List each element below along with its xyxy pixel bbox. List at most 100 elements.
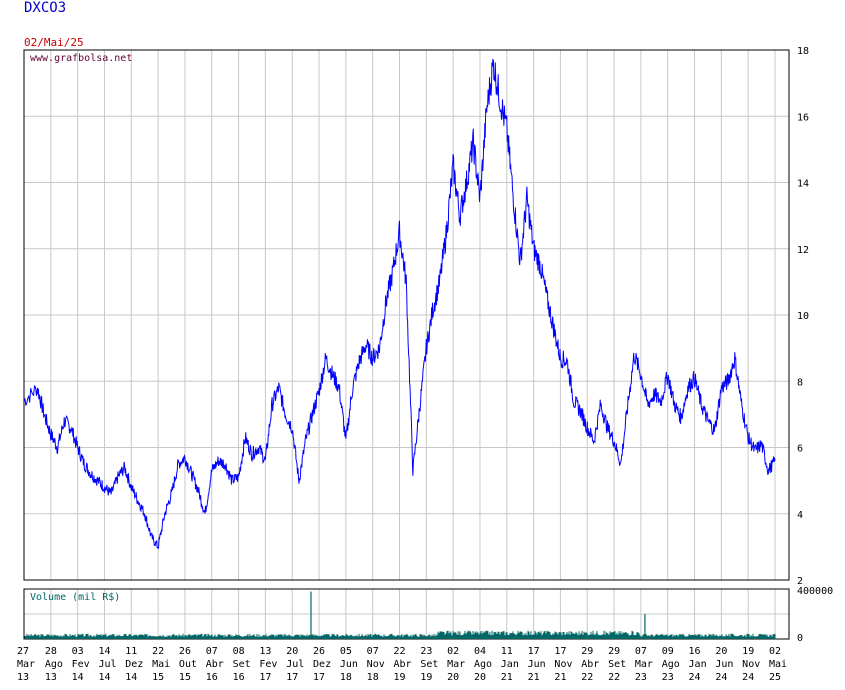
x-tick-label-day: 28 xyxy=(45,646,57,657)
x-tick-label-month: Jul xyxy=(286,659,304,670)
y-tick-label: 14 xyxy=(797,179,809,190)
y-tick-label: 4 xyxy=(797,510,803,521)
x-tick-label-year: 14 xyxy=(125,672,137,683)
x-tick-label-day: 05 xyxy=(340,646,352,657)
x-tick-label-year: 23 xyxy=(635,672,647,683)
x-tick-label-day: 07 xyxy=(635,646,647,657)
watermark: www.grafbolsa.net xyxy=(30,53,132,64)
x-tick-label-year: 24 xyxy=(715,672,727,683)
price-series-line xyxy=(23,58,776,550)
x-tick-label-year: 17 xyxy=(286,672,298,683)
x-tick-label-year: 22 xyxy=(608,672,620,683)
x-tick-label-month: Jan xyxy=(501,659,519,670)
x-tick-label-month: Set xyxy=(608,659,626,670)
x-tick-label-year: 24 xyxy=(742,672,754,683)
x-tick-label-month: Nov xyxy=(367,659,385,670)
x-tick-label-year: 20 xyxy=(447,672,459,683)
x-axis-ticks: 27 Mar 13 28 Ago 13 03 Fev 14 14 Jul 14 11 Dez 14 22 Mai… xyxy=(17,646,787,683)
x-tick-label-year: 24 xyxy=(689,672,701,683)
x-tick-label-day: 22 xyxy=(394,646,406,657)
x-tick-label-year: 21 xyxy=(528,672,540,683)
x-tick-label-month: Jun xyxy=(528,659,546,670)
x-tick-label-year: 21 xyxy=(554,672,566,683)
x-tick-label-month: Jul xyxy=(98,659,116,670)
x-tick-label-year: 16 xyxy=(233,672,245,683)
x-tick-label-day: 07 xyxy=(206,646,218,657)
x-tick-label-day: 03 xyxy=(72,646,84,657)
x-tick-label-month: Mar xyxy=(447,659,465,670)
x-tick-label-month: Nov xyxy=(554,659,572,670)
volume-axis-tick: 0 xyxy=(797,633,803,644)
x-tick-label-year: 15 xyxy=(152,672,164,683)
x-tick-label-year: 15 xyxy=(179,672,191,683)
x-tick-label-day: 20 xyxy=(286,646,298,657)
x-tick-label-month: Fev xyxy=(259,659,277,670)
x-tick-label-day: 02 xyxy=(447,646,459,657)
x-tick-label-month: Jun xyxy=(340,659,358,670)
x-tick-label-year: 16 xyxy=(206,672,218,683)
x-tick-label-year: 13 xyxy=(17,672,29,683)
x-tick-label-year: 18 xyxy=(367,672,379,683)
volume-label: Volume (mil R$) xyxy=(30,592,120,603)
x-tick-label-day: 17 xyxy=(528,646,540,657)
x-tick-label-month: Set xyxy=(233,659,251,670)
x-tick-label-year: 17 xyxy=(259,672,271,683)
x-tick-label-month: Mai xyxy=(769,659,787,670)
x-tick-label-month: Nov xyxy=(742,659,760,670)
volume-bars xyxy=(24,591,776,639)
x-tick-label-day: 26 xyxy=(313,646,325,657)
x-tick-label-month: Dez xyxy=(313,659,331,670)
price-frame xyxy=(23,49,790,581)
x-tick-label-day: 19 xyxy=(742,646,754,657)
x-tick-label-month: Out xyxy=(179,659,197,670)
y-tick-label: 2 xyxy=(797,576,803,587)
x-tick-label-month: Dez xyxy=(125,659,143,670)
x-tick-label-month: Abr xyxy=(581,659,599,670)
y-tick-label: 8 xyxy=(797,377,803,388)
x-tick-label-day: 11 xyxy=(501,646,513,657)
y-tick-label: 18 xyxy=(797,46,809,57)
x-tick-label-day: 22 xyxy=(152,646,164,657)
x-tick-label-year: 21 xyxy=(501,672,513,683)
x-tick-label-month: Jan xyxy=(689,659,707,670)
y-tick-label: 10 xyxy=(797,311,809,322)
ticker-title: DXCO3 xyxy=(24,0,67,16)
x-tick-label-year: 18 xyxy=(340,672,352,683)
x-tick-label-day: 08 xyxy=(233,646,245,657)
x-tick-label-month: Ago xyxy=(45,659,63,670)
price-axis-ticks: 2 4 6 8 10 12 14 16 18 xyxy=(797,46,809,587)
date-label: 02/Mai/25 xyxy=(24,36,84,49)
x-tick-label-month: Ago xyxy=(474,659,492,670)
x-tick-label-day: 23 xyxy=(420,646,432,657)
x-tick-label-year: 19 xyxy=(420,672,432,683)
x-tick-label-day: 04 xyxy=(474,646,486,657)
x-tick-label-year: 22 xyxy=(581,672,593,683)
x-tick-label-year: 13 xyxy=(45,672,57,683)
x-tick-label-year: 25 xyxy=(769,672,781,683)
x-tick-label-day: 09 xyxy=(662,646,674,657)
x-tick-label-day: 16 xyxy=(689,646,701,657)
volume-ymax-label: 400000 xyxy=(797,586,833,597)
x-tick-label-day: 13 xyxy=(259,646,271,657)
x-tick-label-month: Set xyxy=(420,659,438,670)
x-tick-label-year: 14 xyxy=(98,672,110,683)
x-tick-label-day: 20 xyxy=(715,646,727,657)
x-tick-label-day: 27 xyxy=(17,646,29,657)
x-tick-label-year: 14 xyxy=(72,672,84,683)
x-tick-label-day: 26 xyxy=(179,646,191,657)
x-tick-label-month: Mai xyxy=(152,659,170,670)
x-tick-label-day: 07 xyxy=(367,646,379,657)
x-tick-label-month: Abr xyxy=(206,659,224,670)
x-tick-label-day: 14 xyxy=(98,646,110,657)
x-tick-label-day: 17 xyxy=(554,646,566,657)
x-tick-label-day: 02 xyxy=(769,646,781,657)
x-tick-label-year: 23 xyxy=(662,672,674,683)
x-tick-label-month: Mar xyxy=(17,659,35,670)
volume-bar-series xyxy=(24,630,776,639)
x-tick-label-month: Ago xyxy=(662,659,680,670)
x-tick-label-month: Jun xyxy=(715,659,733,670)
y-tick-label: 6 xyxy=(797,444,803,455)
x-tick-label-day: 29 xyxy=(581,646,593,657)
x-tick-label-month: Mar xyxy=(635,659,653,670)
